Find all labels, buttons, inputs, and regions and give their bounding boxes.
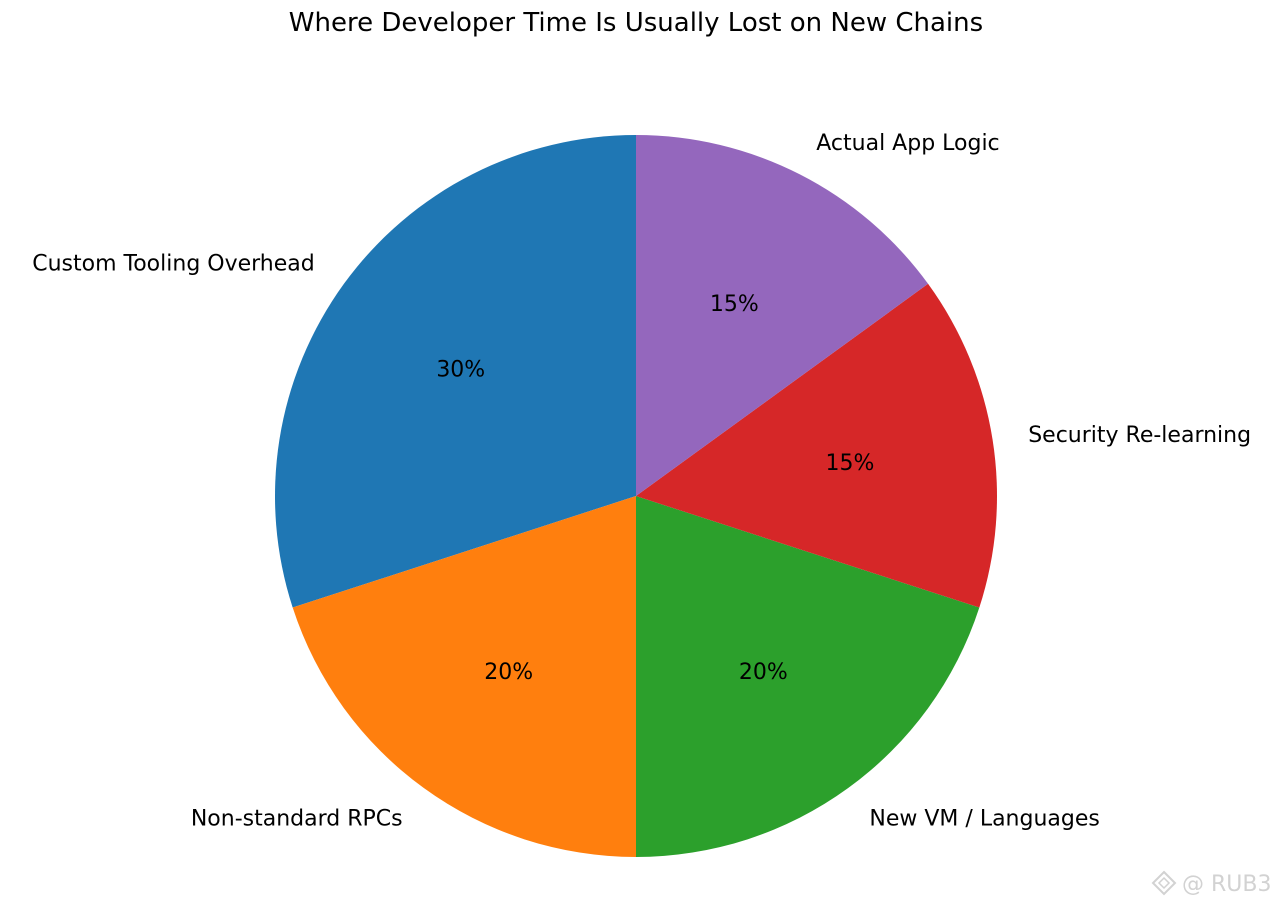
pie-labels: 30% Custom Tooling Overhead 20% Non-standar… [32,131,1251,831]
slice-category-label: Non-standard RPCs [191,806,403,831]
slice-value-label: 15% [825,451,874,476]
watermark: @ RUB3 [1151,870,1271,897]
pie-slice-2 [292,496,636,857]
slice-value-label: 30% [436,358,485,383]
slice-category-label: Custom Tooling Overhead [32,252,314,277]
pie-slice-1 [274,135,636,608]
slice-category-label: Actual App Logic [816,131,999,156]
slice-value-label: 20% [484,660,533,685]
slice-value-label: 15% [710,292,759,317]
pie-slices [274,135,997,857]
watermark-text: @ RUB3 [1182,872,1271,897]
pie-slice-5 [636,135,929,496]
chart-title: Where Developer Time Is Usually Lost on … [289,8,983,38]
pie-slice-4 [636,283,997,608]
slice-value-label: 20% [739,660,788,685]
logo-icon [1151,870,1177,896]
slice-category-label: New VM / Languages [869,806,1099,831]
pie-slice-3 [636,496,980,857]
slice-category-label: Security Re-learning [1028,423,1251,448]
